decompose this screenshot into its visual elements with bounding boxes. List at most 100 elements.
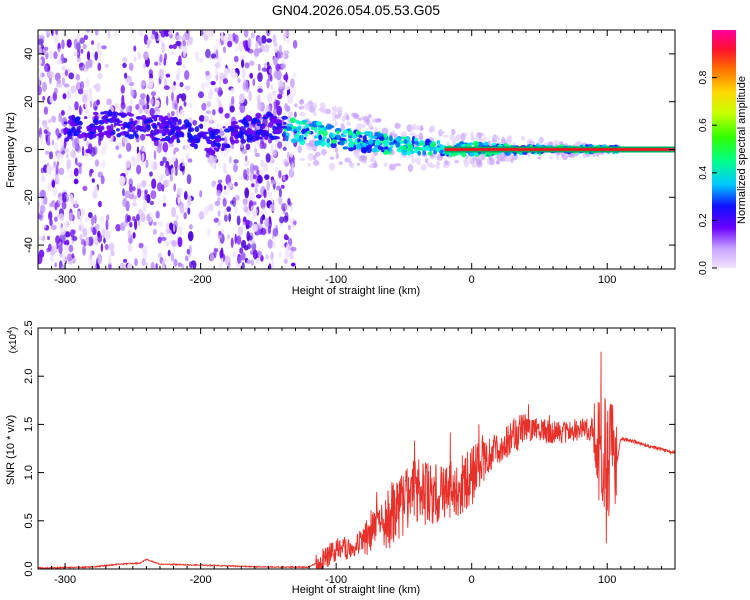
heatmap-cell xyxy=(258,41,262,46)
heatmap-cell xyxy=(232,131,240,135)
heatmap-cell xyxy=(38,187,41,197)
heatmap-cell xyxy=(196,132,204,138)
heatmap-cell xyxy=(153,137,160,141)
heatmap-cell xyxy=(125,169,129,176)
heatmap-cell xyxy=(249,72,254,79)
y-tick-label: 0.5 xyxy=(23,513,35,528)
heatmap-cell xyxy=(223,128,231,133)
heatmap-cell xyxy=(98,129,103,133)
heatmap-cell xyxy=(282,126,288,129)
heatmap-cell xyxy=(71,123,79,127)
heatmap-cell xyxy=(255,181,260,188)
heatmap-cell xyxy=(176,35,182,41)
heatmap-cell xyxy=(214,138,222,143)
heatmap-cell xyxy=(77,210,81,219)
heatmap-cell xyxy=(314,135,317,139)
heatmap-cell xyxy=(54,262,57,268)
heatmap-cell xyxy=(241,148,247,155)
heatmap-cell xyxy=(138,30,144,37)
heatmap-cell xyxy=(193,134,198,140)
heatmap-cell xyxy=(55,235,61,245)
heatmap-cell xyxy=(108,242,115,252)
heatmap-cell xyxy=(229,105,235,113)
heatmap-cell xyxy=(146,193,151,204)
heatmap-cell xyxy=(75,157,78,166)
heatmap-cell xyxy=(61,77,65,86)
heatmap-cell xyxy=(154,31,159,40)
heatmap-cell xyxy=(205,110,212,115)
heatmap-cell xyxy=(63,121,68,125)
heatmap-cell xyxy=(65,239,70,246)
heatmap-cell xyxy=(151,30,156,35)
heatmap-cell xyxy=(303,137,307,140)
heatmap-cell xyxy=(301,119,308,123)
heatmap-cell xyxy=(198,91,204,99)
heatmap-cell xyxy=(121,94,125,106)
heatmap-cell xyxy=(43,106,49,115)
heatmap-cell xyxy=(48,211,53,221)
heatmap-cell xyxy=(329,132,334,138)
heatmap-cell xyxy=(215,67,218,76)
heatmap-cell xyxy=(264,217,270,228)
heatmap-cell xyxy=(75,116,81,121)
heatmap-cell xyxy=(468,156,474,164)
heatmap-cell xyxy=(184,85,191,91)
heatmap-cell xyxy=(244,187,250,199)
heatmap-cell xyxy=(56,161,60,167)
heatmap-cell xyxy=(168,30,173,36)
heatmap-cell xyxy=(290,78,295,88)
heatmap-cell xyxy=(286,126,293,131)
heatmap-cell xyxy=(38,38,44,46)
heatmap-cell xyxy=(439,149,444,153)
heatmap-cell xyxy=(97,62,102,71)
heatmap-cell xyxy=(218,263,223,269)
heatmap-cell xyxy=(129,183,133,193)
heatmap-cell xyxy=(243,245,249,251)
heatmap-cell xyxy=(340,123,346,131)
heatmap-cell xyxy=(169,34,173,39)
heatmap-cell xyxy=(214,200,220,207)
heatmap-cell xyxy=(126,215,131,222)
heatmap-cell xyxy=(275,181,281,186)
heatmap-cell xyxy=(454,160,459,164)
heatmap-cell xyxy=(152,124,158,129)
heatmap-cell xyxy=(435,162,440,170)
heatmap-cell xyxy=(101,115,109,121)
heatmap-cell xyxy=(329,156,335,160)
heatmap-cell xyxy=(131,158,138,167)
heatmap-cell xyxy=(42,81,47,92)
heatmap-cell xyxy=(106,214,110,221)
heatmap-cell xyxy=(321,137,326,141)
heatmap-cell xyxy=(160,236,167,241)
heatmap-cell xyxy=(171,110,175,117)
heatmap-cell xyxy=(346,121,351,126)
heatmap-cell xyxy=(291,126,297,129)
heatmap-cell xyxy=(299,111,306,117)
heatmap-cell xyxy=(198,115,205,122)
heatmap-cell xyxy=(337,106,343,114)
heatmap-cell xyxy=(223,208,227,216)
heatmap-cell xyxy=(388,142,394,145)
heatmap-cell xyxy=(331,106,338,111)
heatmap-cell xyxy=(176,139,181,144)
heatmap-cell xyxy=(209,154,215,165)
heatmap-cell xyxy=(121,56,128,64)
heatmap-cell xyxy=(186,248,190,255)
heatmap-cell xyxy=(244,155,248,162)
heatmap-cell xyxy=(225,170,228,176)
heatmap-cell xyxy=(275,63,281,72)
heatmap-cell xyxy=(153,161,157,171)
heatmap-cell xyxy=(124,134,130,138)
heatmap-cell xyxy=(187,133,193,139)
heatmap-cell xyxy=(335,130,341,134)
heatmap-cell xyxy=(79,215,83,223)
heatmap-cell xyxy=(475,134,479,139)
heatmap-cell xyxy=(73,130,81,136)
heatmap-cell xyxy=(188,261,193,269)
heatmap-cell xyxy=(276,123,282,127)
heatmap-cell xyxy=(71,253,75,259)
heatmap-cell xyxy=(252,174,257,180)
heatmap-cell xyxy=(74,101,79,111)
y-tick-label: 1.5 xyxy=(23,417,35,432)
heatmap-cell xyxy=(223,35,228,44)
